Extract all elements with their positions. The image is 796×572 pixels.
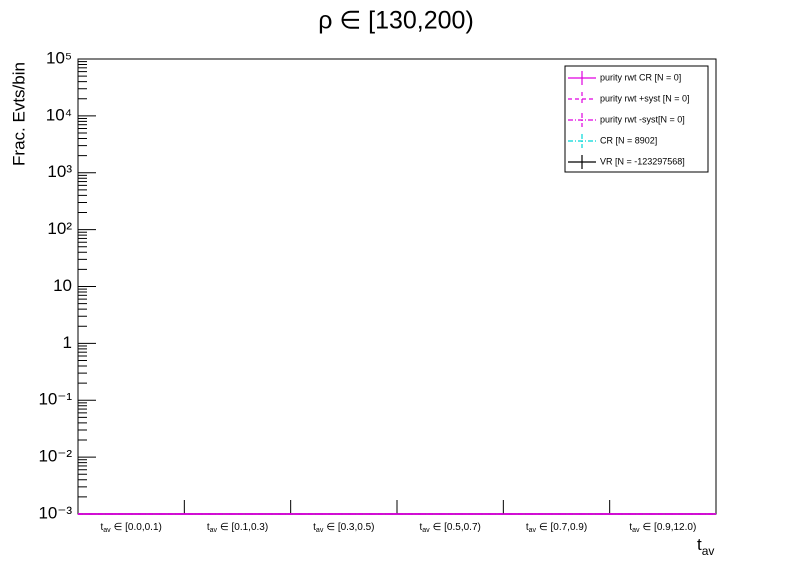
x-tick-label-sub: av: [529, 527, 537, 534]
x-tick-label-range: ∈ [0.0,0.1): [114, 522, 162, 533]
x-tick-label-range: ∈ [0.7,0.9): [539, 522, 587, 533]
legend-box: [564, 65, 709, 173]
x-tick-label-range: ∈ [0.3,0.5): [326, 522, 374, 533]
legend-label: CR [N = 8902]: [600, 135, 657, 145]
y-axis-label: Frac. Evts/bin: [9, 62, 28, 166]
x-axis-label-base: t: [697, 535, 702, 554]
x-tick-label-base: t: [207, 522, 210, 533]
x-tick-label-base: t: [526, 522, 529, 533]
legend-label: purity rwt +syst [N = 0]: [600, 93, 690, 103]
y-tick-label: 10²: [47, 219, 72, 238]
x-tick-label-sub: av: [210, 527, 218, 534]
x-tick-label-range: ∈ [0.9,12.0): [643, 522, 697, 533]
x-tick-label-base: t: [100, 522, 103, 533]
legend-label: VR [N = -123297568]: [600, 156, 685, 166]
x-tick-label-sub: av: [422, 527, 430, 534]
x-tick-label: tav ∈ [0.5,0.7): [419, 522, 480, 534]
x-tick-label-sub: av: [103, 527, 111, 534]
y-tick-label: 10⁵: [46, 48, 72, 67]
x-tick-label: tav ∈ [0.1,0.3): [207, 522, 268, 534]
x-axis-label: tav: [697, 535, 714, 558]
x-tick-label: tav ∈ [0.0,0.1): [100, 522, 161, 534]
x-tick-label-base: t: [313, 522, 316, 533]
x-tick-label-sub: av: [316, 527, 324, 534]
x-tick-label-sub: av: [632, 527, 640, 534]
x-tick-label-range: ∈ [0.1,0.3): [220, 522, 268, 533]
x-tick-label-base: t: [419, 522, 422, 533]
y-tick-label: 10⁴: [46, 105, 72, 124]
x-tick-label: tav ∈ [0.7,0.9): [526, 522, 587, 534]
legend-label: purity rwt CR [N = 0]: [600, 72, 681, 82]
x-axis-label-sub: av: [702, 544, 715, 558]
legend-label: purity rwt -syst[N = 0]: [600, 114, 685, 124]
chart-title: ρ ∈ [130,200): [318, 7, 474, 35]
y-tick-label: 10³: [47, 162, 72, 181]
y-tick-label: 1: [63, 333, 72, 352]
y-tick-label: 10⁻³: [38, 503, 72, 522]
x-tick-label: tav ∈ [0.9,12.0): [629, 522, 696, 534]
y-tick-label: 10⁻²: [38, 447, 72, 466]
x-tick-label: tav ∈ [0.3,0.5): [313, 522, 374, 534]
y-tick-label: 10: [53, 276, 72, 295]
x-tick-label-base: t: [629, 522, 632, 533]
y-tick-label: 10⁻¹: [38, 390, 72, 409]
x-tick-label-range: ∈ [0.5,0.7): [433, 522, 481, 533]
